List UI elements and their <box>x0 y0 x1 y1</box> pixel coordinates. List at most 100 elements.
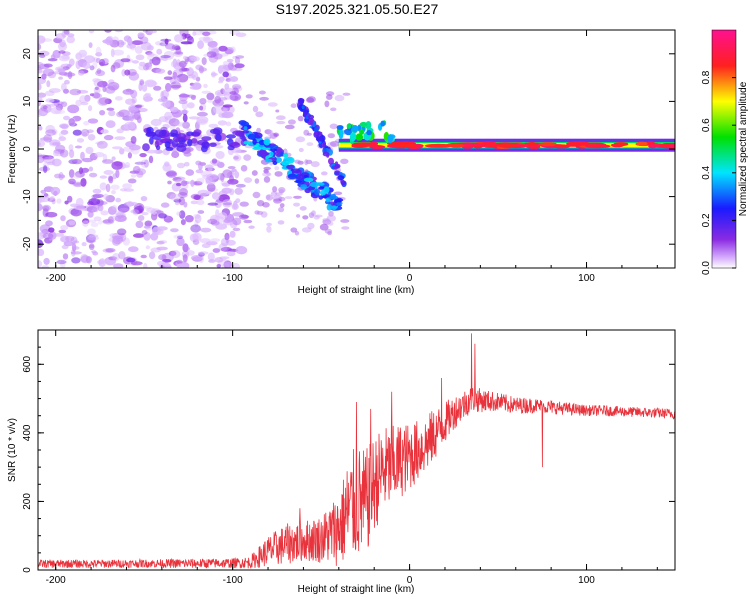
spectrogram-noise-blob <box>56 259 67 265</box>
spectrogram-carrier-peak <box>424 143 453 148</box>
spectrogram-noise-blob <box>38 92 47 98</box>
spectrogram-carrier-peak <box>585 144 611 149</box>
spectrogram-noise-blob <box>196 119 208 126</box>
spectrogram-noise-blob <box>139 153 147 158</box>
chart-title: S197.2025.321.05.50.E27 <box>276 1 439 17</box>
spectrogram-noise-blob <box>294 230 300 236</box>
spectrogram-noise-blob <box>190 179 195 187</box>
spectrogram-noise-blob <box>42 105 48 109</box>
spectrogram-noise-blob <box>38 156 43 163</box>
spectrogram-noise-blob <box>201 90 211 95</box>
spectrogram-noise-blob <box>42 155 54 160</box>
spectrogram-noise-blob <box>126 43 136 49</box>
spectrogram-noise-blob <box>48 233 54 241</box>
spectrogram-noise-blob <box>190 224 201 233</box>
spectrogram-noise-blob <box>127 152 132 159</box>
spectrogram-noise-blob <box>108 176 114 184</box>
spectrogram-noise-blob <box>138 215 145 221</box>
spectrogram-noise-blob <box>158 254 167 261</box>
spectrogram-noise-blob <box>68 178 76 185</box>
spectrogram-noise-blob <box>82 220 89 227</box>
spectrogram-return-blob <box>243 126 248 131</box>
spectrogram-noise-blob <box>80 101 89 106</box>
spectrogram-noise-blob <box>40 193 50 199</box>
colorbar-tick-label: 0.0 <box>701 261 712 275</box>
spectrogram-noise-blob <box>266 222 272 227</box>
spectrogram-noise-blob <box>177 235 183 239</box>
spectrogram-noise-blob <box>128 246 139 253</box>
spectrogram-noise-blob <box>197 210 205 214</box>
spectrogram-carrier-peak <box>497 144 519 148</box>
spectrogram-noise-blob <box>99 58 106 67</box>
spectrogram-noise-blob <box>190 255 203 261</box>
spectrogram-noise-blob <box>137 32 145 38</box>
spectrogram-noise-blob <box>199 105 204 111</box>
spectrogram-noise-blob <box>80 53 87 60</box>
spectrogram-noise-blob <box>211 158 218 164</box>
spectrogram-noise-blob <box>139 80 145 86</box>
spectrogram-return-blob <box>359 129 365 135</box>
spectrogram-noise-blob <box>222 257 227 261</box>
spectrogram-noise-blob <box>310 161 320 168</box>
spectrogram-noise-blob <box>142 93 152 103</box>
spectrogram-noise-blob <box>57 42 68 51</box>
spectrogram-noise-blob <box>129 170 140 174</box>
spectrogram-noise-blob <box>138 64 147 71</box>
spectrogram-noise-blob <box>200 171 213 177</box>
spectrogram-return-blob <box>270 148 278 152</box>
spectrogram-noise-blob <box>81 242 87 247</box>
spectrogram-noise-blob <box>134 45 143 54</box>
spectrogram-noise-blob <box>41 265 49 268</box>
spectrogram-noise-blob <box>95 46 102 56</box>
spectrogram-return-blob <box>340 179 345 184</box>
spectrogram-noise-blob <box>170 250 181 259</box>
spectrogram-noise-blob <box>240 165 248 172</box>
spectrogram-noise-blob <box>53 150 59 157</box>
spectrogram-noise-blob <box>333 191 343 196</box>
spectrogram-noise-blob <box>194 214 202 224</box>
spectrogram-noise-blob <box>112 49 124 56</box>
spectrogram-noise-blob <box>106 107 115 111</box>
spectrogram-noise-blob <box>61 30 68 38</box>
colorbar-label: Normalized spectral amplitude <box>738 81 749 216</box>
spectrogram-carrier-peak <box>635 141 648 146</box>
spectrogram-return-blob <box>326 204 333 211</box>
spectrogram-noise-blob <box>185 169 194 176</box>
spectrogram-noise-blob <box>304 159 309 166</box>
spectrogram-noise-blob <box>202 31 211 36</box>
spectrogram-noise-blob <box>306 96 316 103</box>
spectrogram-noise-blob <box>215 151 225 159</box>
spectrogram-noise-blob <box>157 98 168 103</box>
spectrogram-noise-blob <box>175 182 182 187</box>
spectrogram-noise-blob <box>216 264 222 268</box>
spectrogram-noise-blob <box>112 235 124 245</box>
spectrogram-noise-blob <box>176 145 187 153</box>
spectrogram-noise-blob <box>38 248 45 257</box>
spectrogram-noise-blob <box>166 170 178 178</box>
spectrogram-noise-blob <box>96 259 105 265</box>
spectrogram-noise-blob <box>155 144 161 151</box>
spectrogram-noise-blob <box>222 218 235 226</box>
spectrogram-noise-blob <box>94 152 105 158</box>
spectrogram-noise-blob <box>175 47 182 55</box>
spectrogram-noise-blob <box>340 158 349 164</box>
spectrogram-noise-blob <box>45 220 53 227</box>
spectrogram-noise-blob <box>96 68 102 74</box>
spectrogram-noise-blob <box>173 50 184 57</box>
spectrogram-noise-blob <box>181 180 188 187</box>
spectrogram-noise-blob <box>103 134 114 141</box>
spectrogram-return-blob <box>359 121 368 128</box>
spectrogram-noise-blob <box>221 182 231 187</box>
spectrogram-carrier-peak <box>539 142 557 147</box>
spectrogram-noise-blob <box>134 105 142 110</box>
spectrogram-noise-blob <box>88 198 101 206</box>
spectrogram-noise-blob <box>38 260 43 268</box>
spectrogram-noise-blob <box>212 248 221 253</box>
spectrogram-noise-blob <box>125 201 138 206</box>
spectrogram-noise-blob <box>226 250 236 257</box>
spectrogram-noise-blob <box>167 132 176 137</box>
spectrogram-noise-blob <box>93 57 98 63</box>
spectrogram-noise-blob <box>161 129 167 137</box>
spectrogram-noise-blob <box>221 187 232 194</box>
spectrogram-carrier-peak <box>659 143 671 148</box>
